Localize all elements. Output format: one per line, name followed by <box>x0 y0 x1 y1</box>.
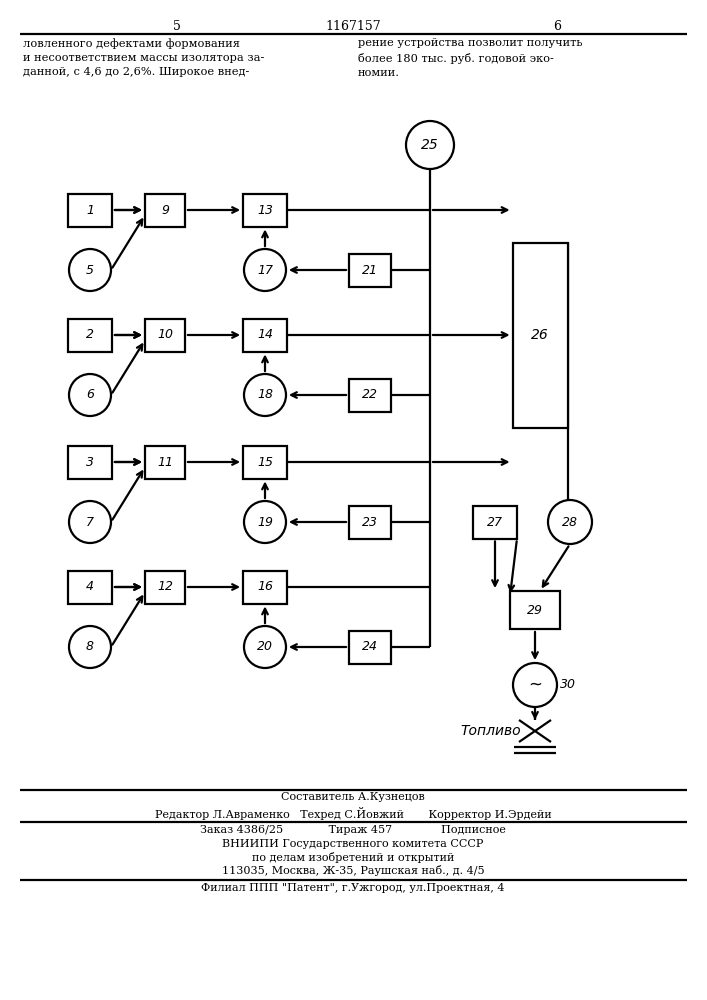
Circle shape <box>244 501 286 543</box>
FancyBboxPatch shape <box>473 506 517 538</box>
Text: 18: 18 <box>257 388 273 401</box>
Text: 17: 17 <box>257 263 273 276</box>
FancyBboxPatch shape <box>145 318 185 352</box>
Text: Составитель А.Кузнецов: Составитель А.Кузнецов <box>281 792 425 802</box>
Text: 19: 19 <box>257 516 273 528</box>
Text: 29: 29 <box>527 603 543 616</box>
Text: Топливо: Топливо <box>460 724 520 738</box>
Circle shape <box>244 374 286 416</box>
Text: 10: 10 <box>157 328 173 342</box>
FancyBboxPatch shape <box>68 570 112 603</box>
Text: 27: 27 <box>487 516 503 528</box>
FancyBboxPatch shape <box>145 570 185 603</box>
Text: 11: 11 <box>157 456 173 468</box>
Text: 6: 6 <box>86 388 94 401</box>
Text: Заказ 4386/25             Тираж 457              Подписное: Заказ 4386/25 Тираж 457 Подписное <box>200 825 506 835</box>
Text: ~: ~ <box>528 676 542 694</box>
Text: 22: 22 <box>362 388 378 401</box>
Text: ВНИИПИ Государственного комитета СССР: ВНИИПИ Государственного комитета СССР <box>222 839 484 849</box>
Text: 3: 3 <box>86 456 94 468</box>
Text: ловленного дефектами формования
и несоответствием массы изолятора за-
данной, с : ловленного дефектами формования и несоот… <box>23 38 264 77</box>
Text: 4: 4 <box>86 580 94 593</box>
FancyBboxPatch shape <box>145 446 185 479</box>
Text: 14: 14 <box>257 328 273 342</box>
FancyBboxPatch shape <box>68 446 112 479</box>
Text: 6: 6 <box>553 20 561 33</box>
FancyBboxPatch shape <box>145 194 185 227</box>
Circle shape <box>244 249 286 291</box>
Text: 20: 20 <box>257 641 273 654</box>
Circle shape <box>406 121 454 169</box>
Text: 23: 23 <box>362 516 378 528</box>
Circle shape <box>69 626 111 668</box>
FancyBboxPatch shape <box>243 194 287 227</box>
Text: 15: 15 <box>257 456 273 468</box>
Text: 8: 8 <box>86 641 94 654</box>
Text: 5: 5 <box>86 263 94 276</box>
Text: 1: 1 <box>86 204 94 217</box>
Text: 21: 21 <box>362 263 378 276</box>
FancyBboxPatch shape <box>243 318 287 352</box>
Text: по делам изобретений и открытий: по делам изобретений и открытий <box>252 852 454 863</box>
Text: рение устройства позволит получить
более 180 тыс. руб. годовой эко-
номии.: рение устройства позволит получить более… <box>358 38 583 78</box>
Circle shape <box>69 249 111 291</box>
Circle shape <box>548 500 592 544</box>
FancyBboxPatch shape <box>68 318 112 352</box>
Text: 5: 5 <box>173 20 181 33</box>
FancyBboxPatch shape <box>510 591 560 629</box>
FancyBboxPatch shape <box>68 194 112 227</box>
Text: 7: 7 <box>86 516 94 528</box>
Circle shape <box>69 501 111 543</box>
Text: 12: 12 <box>157 580 173 593</box>
Text: 28: 28 <box>562 516 578 528</box>
Text: 16: 16 <box>257 580 273 593</box>
Text: Филиал ППП "Патент", г.Ужгород, ул.Проектная, 4: Филиал ППП "Патент", г.Ужгород, ул.Проек… <box>201 883 505 893</box>
Text: 113035, Москва, Ж-35, Раушская наб., д. 4/5: 113035, Москва, Ж-35, Раушская наб., д. … <box>222 865 484 876</box>
Circle shape <box>244 626 286 668</box>
FancyBboxPatch shape <box>513 242 568 428</box>
Text: 26: 26 <box>531 328 549 342</box>
FancyBboxPatch shape <box>349 378 391 412</box>
FancyBboxPatch shape <box>243 570 287 603</box>
Circle shape <box>513 663 557 707</box>
Text: 24: 24 <box>362 641 378 654</box>
FancyBboxPatch shape <box>349 631 391 664</box>
FancyBboxPatch shape <box>349 506 391 538</box>
Text: 25: 25 <box>421 138 439 152</box>
Text: 1167157: 1167157 <box>325 20 381 33</box>
Circle shape <box>69 374 111 416</box>
Text: 13: 13 <box>257 204 273 217</box>
FancyBboxPatch shape <box>243 446 287 479</box>
Text: 2: 2 <box>86 328 94 342</box>
Text: 30: 30 <box>560 678 576 692</box>
Text: Редактор Л.Авраменко   Техред С.Йовжий       Корректор И.Эрдейи: Редактор Л.Авраменко Техред С.Йовжий Кор… <box>155 807 551 820</box>
FancyBboxPatch shape <box>349 253 391 286</box>
Text: 9: 9 <box>161 204 169 217</box>
